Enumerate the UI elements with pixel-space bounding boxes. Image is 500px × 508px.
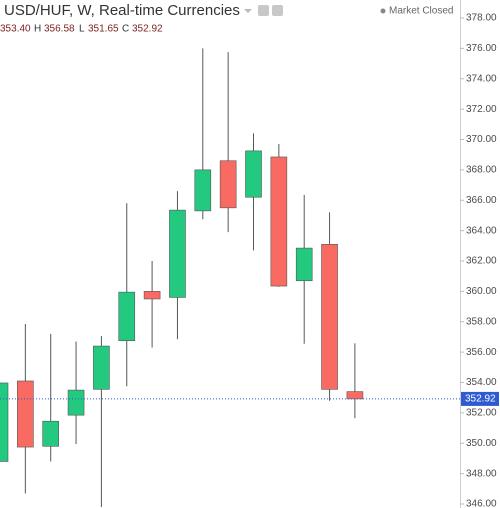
candle-body xyxy=(169,209,186,298)
candle-body xyxy=(245,150,262,198)
y-tick-label: 352.00 xyxy=(466,408,497,419)
status: Market Closed xyxy=(389,6,453,17)
legend-key: H xyxy=(34,24,41,35)
candle-body xyxy=(42,420,60,447)
y-tick-label: 366.00 xyxy=(466,195,497,206)
y-tick-label: 364.00 xyxy=(466,225,497,236)
y-tick-label: 362.00 xyxy=(466,256,497,267)
y-tick-label: 346.00 xyxy=(466,499,497,508)
y-tick-label: 378.00 xyxy=(466,13,497,24)
price-tag-label: 352.92 xyxy=(465,394,496,405)
y-tick-label: 354.00 xyxy=(466,377,497,388)
price-tag xyxy=(461,391,499,406)
candle-body xyxy=(194,169,212,212)
candle-body xyxy=(67,389,85,416)
y-tick-label: 368.00 xyxy=(466,165,497,176)
dropdown-icon[interactable] xyxy=(244,9,252,13)
candle-body xyxy=(143,291,161,300)
chart-title: USD/HUF, W, Real-time Currencies xyxy=(4,2,240,19)
ohlc-legend: 353.40 H 356.58 L 351.65 C 352.92 xyxy=(0,24,163,35)
candle-body xyxy=(118,291,136,342)
y-tick-label: 348.00 xyxy=(466,468,497,479)
y-tick-label: 374.00 xyxy=(466,73,497,84)
y-tick-label: 350.00 xyxy=(466,438,497,449)
candle-body xyxy=(295,247,313,282)
settings-icon[interactable] xyxy=(258,5,269,16)
candle-body xyxy=(219,160,237,209)
candle-body xyxy=(346,391,364,400)
candle-body xyxy=(0,382,9,462)
y-tick-label: 360.00 xyxy=(466,286,497,297)
high-value: 356.58 xyxy=(44,24,75,35)
legend-key: L xyxy=(79,24,85,35)
close-value: 352.92 xyxy=(132,24,163,35)
candle-body xyxy=(321,243,338,390)
legend-key: C xyxy=(122,24,129,35)
y-tick-label: 358.00 xyxy=(466,316,497,327)
low-value: 351.65 xyxy=(88,24,119,35)
status-dot xyxy=(380,8,386,14)
y-tick-label: 370.00 xyxy=(466,134,497,145)
candle-body xyxy=(270,156,288,287)
candle-body xyxy=(17,380,34,448)
settings-icon[interactable] xyxy=(272,5,283,16)
candle-body xyxy=(93,345,110,390)
open-value: 353.40 xyxy=(0,24,31,35)
y-tick-label: 356.00 xyxy=(466,347,497,358)
y-tick-label: 372.00 xyxy=(466,104,497,115)
y-tick-label: 376.00 xyxy=(466,43,497,54)
